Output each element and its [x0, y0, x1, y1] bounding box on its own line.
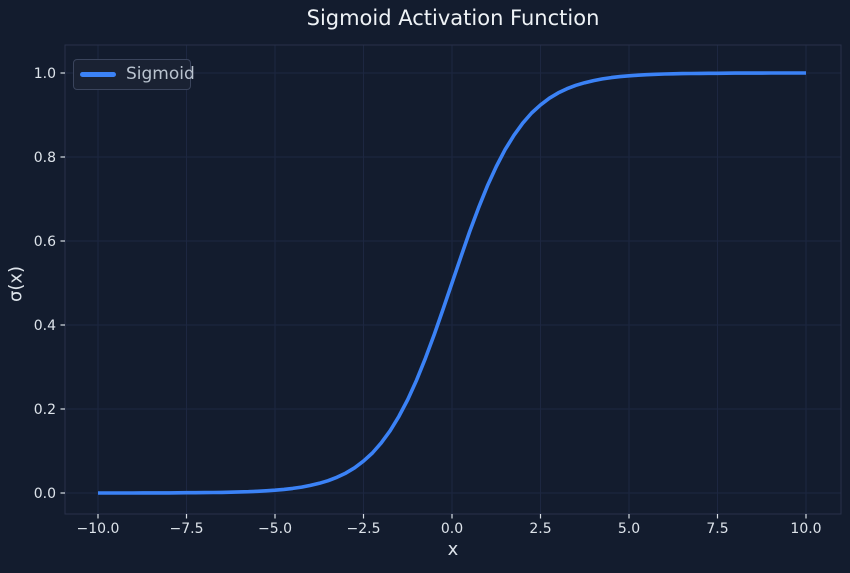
x-tick-label: 5.0	[618, 521, 640, 537]
y-tick-label: 1.0	[34, 66, 56, 82]
axes-spines	[64, 44, 842, 515]
legend-label: Sigmoid	[126, 64, 195, 84]
legend-line-sample	[80, 72, 116, 77]
x-tick-label: 0.0	[441, 521, 463, 537]
y-tick-label: 0.2	[34, 402, 56, 418]
chart-title: Sigmoid Activation Function	[306, 6, 600, 30]
y-tick-label: 0.4	[34, 318, 56, 334]
x-tick-label: 2.5	[529, 521, 551, 537]
x-tick-label: 7.5	[706, 521, 728, 537]
y-tick-label: 0.6	[34, 234, 56, 250]
y-axis-label: σ(x)	[5, 265, 27, 303]
x-axis-label: x	[447, 539, 459, 560]
legend: Sigmoid	[73, 59, 195, 90]
x-tick-label: 10.0	[790, 521, 821, 537]
y-tick-label: 0.0	[34, 486, 56, 502]
x-tick-label: −7.5	[170, 521, 204, 537]
x-tick-label: −2.5	[347, 521, 381, 537]
y-tick-label: 0.8	[34, 150, 56, 166]
sigmoid-curve	[98, 71, 806, 495]
x-tick-label: −5.0	[258, 521, 292, 537]
x-tick-label: −10.0	[77, 521, 120, 537]
